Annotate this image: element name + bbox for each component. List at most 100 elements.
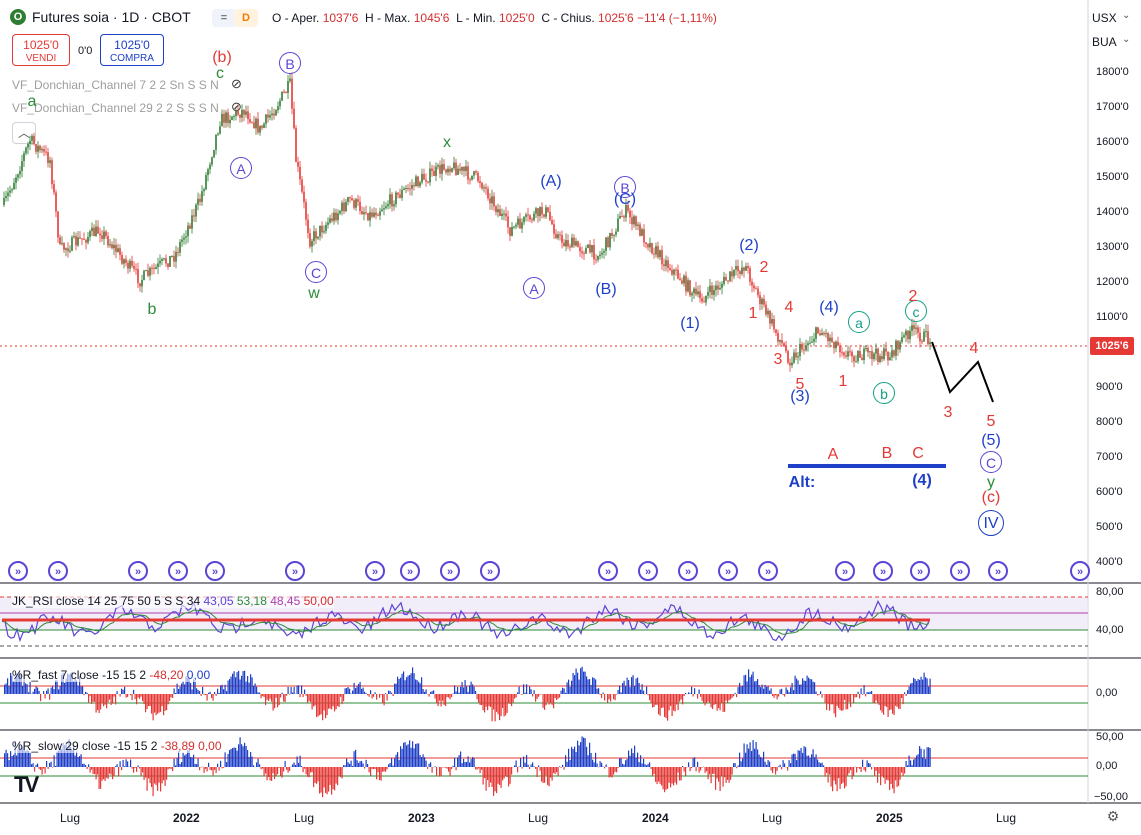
wave-label[interactable]: 5 [986, 413, 996, 430]
event-marker-icon[interactable]: » [638, 561, 658, 581]
histogram-bar [310, 694, 312, 702]
histogram-bar [83, 763, 85, 767]
wave-label[interactable]: c [216, 65, 224, 82]
wave-label[interactable]: B [279, 52, 301, 74]
wave-label[interactable]: 2 [908, 288, 918, 305]
donchian-legend-2[interactable]: VF_Donchian_Channel 29 2 2 S S S N [12, 101, 219, 115]
wave-label[interactable]: (B) [595, 281, 617, 298]
wave-label[interactable]: 1 [748, 305, 758, 322]
chevron-down-icon[interactable]: ⌄ [1122, 34, 1131, 45]
chevron-down-icon[interactable]: ⌄ [1122, 10, 1131, 21]
wave-label[interactable]: y [987, 474, 995, 491]
wave-label[interactable]: 5 [795, 376, 805, 393]
event-marker-icon[interactable]: » [48, 561, 68, 581]
event-marker-icon[interactable]: » [440, 561, 460, 581]
histogram-bar [596, 763, 598, 767]
event-marker-icon[interactable]: » [718, 561, 738, 581]
wave-label[interactable]: c [905, 300, 927, 322]
event-marker-icon[interactable]: » [285, 561, 305, 581]
histogram-bar [508, 767, 510, 787]
event-marker-icon[interactable]: » [950, 561, 970, 581]
wave-label[interactable]: (2) [739, 237, 759, 254]
wave-label[interactable]: (4) [912, 472, 932, 489]
event-marker-icon[interactable]: » [168, 561, 188, 581]
wave-label[interactable]: (C) [613, 191, 637, 208]
wave-label[interactable]: C [980, 451, 1002, 473]
wave-label[interactable]: 3 [943, 404, 953, 421]
event-marker-icon[interactable]: » [400, 561, 420, 581]
eye-off-icon[interactable]: ⊘ [231, 76, 242, 91]
wave-label[interactable]: A [523, 277, 545, 299]
wave-label[interactable]: C [305, 261, 327, 283]
histogram-bar [161, 694, 163, 707]
histogram-bar [400, 746, 402, 767]
histogram-bar [409, 675, 411, 694]
wave-label[interactable]: a [27, 93, 37, 110]
histogram-bar [838, 767, 840, 779]
event-marker-icon[interactable]: » [758, 561, 778, 581]
event-marker-icon[interactable]: » [988, 561, 1008, 581]
wave-label[interactable]: A [827, 446, 839, 463]
event-marker-icon[interactable]: » [1070, 561, 1090, 581]
symbol-logo-icon[interactable]: O [10, 9, 26, 25]
wave-label[interactable]: (4) [819, 299, 839, 316]
event-marker-icon[interactable]: » [8, 561, 28, 581]
wave-label[interactable]: 3 [773, 351, 783, 368]
candle-body [139, 283, 141, 287]
event-marker-icon[interactable]: » [480, 561, 500, 581]
event-marker-icon[interactable]: » [910, 561, 930, 581]
wave-label[interactable]: w [308, 285, 320, 302]
histogram-bar [292, 764, 294, 767]
equals-pill[interactable]: = [212, 9, 236, 27]
histogram-bar [47, 688, 49, 694]
event-marker-icon[interactable]: » [365, 561, 385, 581]
sell-button[interactable]: 1025'0 VENDI [12, 34, 70, 66]
histogram-bar [581, 736, 583, 767]
event-marker-icon[interactable]: » [205, 561, 225, 581]
wave-label[interactable]: 4 [969, 340, 979, 357]
histogram-bar [515, 760, 517, 767]
wave-label[interactable]: IV [978, 510, 1004, 536]
wave-label[interactable]: (3) [790, 388, 810, 405]
delayed-data-pill[interactable]: D [234, 9, 258, 27]
wave-label[interactable]: (c) [981, 489, 1001, 506]
wave-label[interactable]: B [614, 176, 636, 198]
wave-label[interactable]: (A) [540, 173, 562, 190]
event-marker-icon[interactable]: » [835, 561, 855, 581]
event-marker-icon[interactable]: » [128, 561, 148, 581]
collapse-legend-button[interactable]: ︿ [12, 122, 36, 144]
wr-slow-legend[interactable]: %R_slow 29 close -15 15 2 -38,89 0,00 [12, 739, 222, 753]
wave-label[interactable]: (1) [680, 315, 700, 332]
wave-label[interactable]: 2 [759, 259, 769, 276]
histogram-bar [410, 747, 412, 767]
histogram-bar [476, 694, 478, 700]
symbol-title[interactable]: Futures soia · 1D · CBOT [32, 9, 191, 25]
wave-label[interactable]: B [881, 445, 893, 462]
wave-label[interactable]: (b) [212, 49, 232, 66]
event-marker-icon[interactable]: » [678, 561, 698, 581]
wave-label[interactable]: a [848, 311, 870, 333]
event-marker-icon[interactable]: » [598, 561, 618, 581]
wave-label[interactable]: b [873, 382, 895, 404]
histogram-bar [700, 694, 702, 697]
wave-label[interactable]: Alt: [788, 474, 816, 491]
wave-label[interactable]: C [912, 445, 924, 462]
wave-label[interactable]: (5) [981, 432, 1001, 449]
wave-label[interactable]: x [443, 134, 451, 151]
wave-label[interactable]: 1 [838, 373, 848, 390]
eye-off-icon[interactable]: ⊘ [231, 99, 242, 114]
donchian-legend-1[interactable]: VF_Donchian_Channel 7 2 2 Sn S S N [12, 78, 219, 92]
histogram-bar [698, 767, 700, 773]
wave-label[interactable]: b [147, 301, 157, 318]
unit-selector[interactable]: BUA [1092, 35, 1117, 49]
gear-icon[interactable]: ⚙ [1106, 808, 1120, 824]
currency-selector[interactable]: USX [1092, 11, 1117, 25]
wave-label[interactable]: 4 [784, 299, 794, 316]
tradingview-logo[interactable]: TV [14, 772, 39, 797]
buy-button[interactable]: 1025'0 COMPRA [100, 34, 164, 66]
rsi-legend[interactable]: JK_RSI close 14 25 75 50 5 S S 34 43,05 … [12, 594, 334, 608]
event-marker-icon[interactable]: » [873, 561, 893, 581]
wr-fast-legend[interactable]: %R_fast 7 close -15 15 2 -48,20 0,00 [12, 668, 211, 682]
wave-label[interactable]: A [230, 157, 252, 179]
